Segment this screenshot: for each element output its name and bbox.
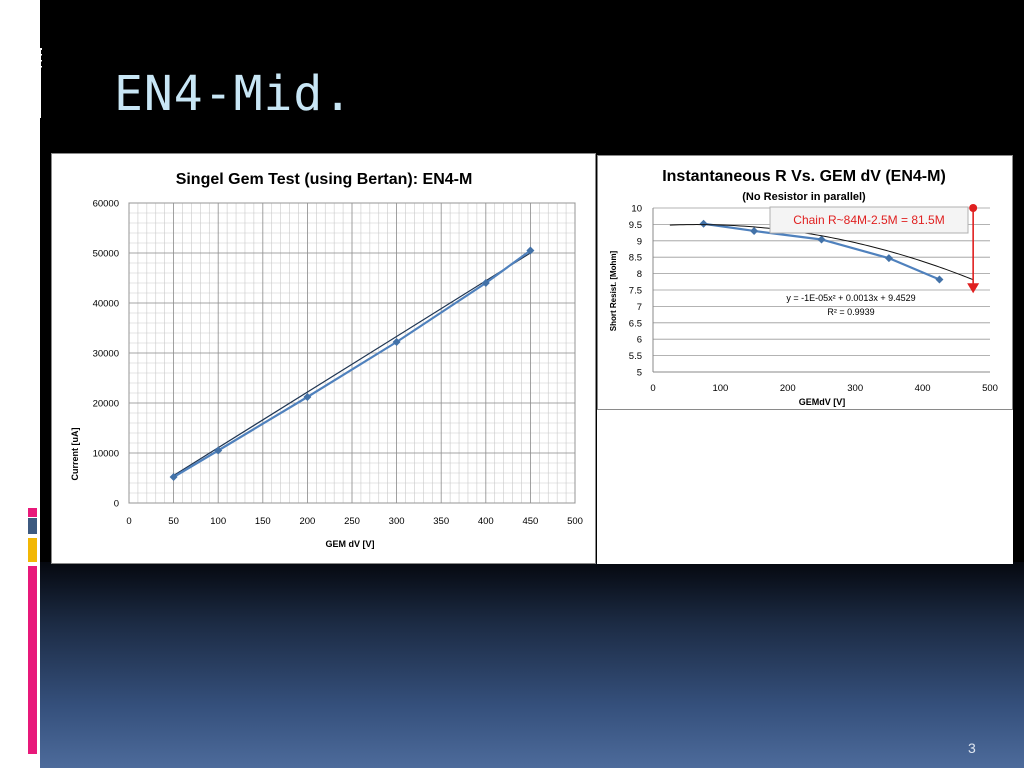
chart2-y-tick-label: 8 bbox=[637, 269, 642, 280]
chart1-svg: Singel Gem Test (using Bertan): EN4-M 0 5… bbox=[70, 171, 583, 549]
chart-current-vs-gem-dv: Singel Gem Test (using Bertan): EN4-M 0 5… bbox=[51, 153, 596, 564]
chart2-svg: Instantaneous R Vs. GEM dV (EN4-M) (No R… bbox=[609, 168, 998, 407]
chart1-data-point bbox=[169, 473, 178, 481]
chart2-y-ticks: 5 5.5 6 6.5 7 7.5 8 8.5 9 9.5 10 bbox=[629, 204, 642, 379]
chart1-x-tick-label: 150 bbox=[255, 516, 271, 527]
chart1-series bbox=[169, 246, 535, 481]
chart2-data-point bbox=[699, 219, 708, 228]
chart2-y-tick-label: 5.5 bbox=[629, 351, 642, 362]
chart2-x-tick-label: 200 bbox=[780, 383, 796, 394]
chart2-y-tick-label: 7 bbox=[637, 302, 642, 313]
chart1-x-tick-label: 0 bbox=[126, 516, 131, 527]
chart2-annotation-text: Chain R~84M-2.5M = 81.5M bbox=[793, 213, 944, 227]
chart1-data-point bbox=[392, 338, 401, 346]
chart1-grid bbox=[128, 202, 576, 504]
chart2-annotation-arrowhead bbox=[967, 283, 980, 294]
chart2-r-squared: R² = 0.9939 bbox=[827, 307, 874, 317]
chart1-data-point bbox=[526, 246, 535, 255]
chart2-x-tick-label: 400 bbox=[915, 383, 931, 394]
chart2-x-axis-label: GEMdV [V] bbox=[799, 397, 846, 407]
chart1-x-tick-label: 250 bbox=[344, 516, 360, 527]
chart2-x-ticks: 0 100 200 300 400 500 bbox=[650, 383, 998, 394]
chart2-data-point bbox=[750, 226, 759, 235]
chart1-data-point bbox=[481, 279, 490, 287]
chart1-y-tick-label: 40000 bbox=[93, 299, 119, 310]
chart1-linear-trendline bbox=[173, 252, 531, 477]
chart1-y-tick-label: 30000 bbox=[93, 349, 119, 360]
chart2-title: Instantaneous R Vs. GEM dV (EN4-M) bbox=[662, 168, 946, 185]
chart2-subtitle: (No Resistor in parallel) bbox=[742, 191, 866, 203]
chart1-x-tick-label: 50 bbox=[168, 516, 179, 527]
chart1-x-tick-label: 400 bbox=[478, 516, 494, 527]
chart2-grid bbox=[652, 207, 990, 373]
chart2-data-point bbox=[884, 254, 893, 263]
chart2-trendline bbox=[669, 224, 974, 281]
chart2-y-tick-label: 9 bbox=[637, 236, 642, 247]
chart2-lower-whitespace bbox=[597, 410, 1013, 564]
deco-bar-yellow bbox=[28, 538, 37, 562]
deco-bar-pink-small bbox=[28, 508, 37, 517]
chart1-data-point bbox=[214, 446, 223, 455]
chart2-data-point bbox=[817, 235, 826, 244]
chart1-x-tick-label: 450 bbox=[522, 516, 538, 527]
chart2-x-tick-label: 0 bbox=[650, 383, 655, 394]
chart1-data-point bbox=[303, 393, 312, 401]
chart1-x-ticks: 0 50 100 150 200 250 300 350 400 450 500 bbox=[126, 516, 583, 527]
slide-logo-icon bbox=[20, 48, 42, 118]
chart1-x-axis-label: GEM dV [V] bbox=[326, 539, 375, 549]
slide-title: EN4-Mid. bbox=[114, 66, 354, 122]
chart2-y-tick-label: 6.5 bbox=[629, 318, 642, 329]
chart2-annotation-box bbox=[769, 206, 969, 234]
chart2-y-tick-label: 9.5 bbox=[629, 220, 642, 231]
chart1-y-ticks: 0 10000 20000 30000 40000 50000 60000 bbox=[93, 199, 119, 510]
chart1-x-tick-label: 350 bbox=[433, 516, 449, 527]
chart2-y-tick-label: 5 bbox=[637, 368, 642, 379]
chart1-x-tick-label: 200 bbox=[299, 516, 315, 527]
chart1-y-tick-label: 60000 bbox=[93, 199, 119, 210]
chart1-x-tick-label: 300 bbox=[389, 516, 405, 527]
chart1-x-tick-label: 500 bbox=[567, 516, 583, 527]
chart-instantaneous-r: Instantaneous R Vs. GEM dV (EN4-M) (No R… bbox=[597, 155, 1013, 410]
chart2-poly-trendline bbox=[669, 224, 974, 281]
background-gradient bbox=[40, 562, 1024, 768]
chart1-title: Singel Gem Test (using Bertan): EN4-M bbox=[176, 171, 473, 188]
chart2-equation: y = -1E-05x² + 0.0013x + 9.4529 bbox=[786, 293, 915, 303]
chart2-x-tick-label: 300 bbox=[847, 383, 863, 394]
chart2-y-tick-label: 10 bbox=[631, 204, 642, 215]
chart1-y-tick-label: 0 bbox=[114, 499, 119, 510]
chart2-x-tick-label: 500 bbox=[982, 383, 998, 394]
chart1-y-tick-label: 10000 bbox=[93, 449, 119, 460]
chart1-x-tick-label: 100 bbox=[210, 516, 226, 527]
chart2-y-tick-label: 8.5 bbox=[629, 253, 642, 264]
chart2-y-tick-label: 6 bbox=[637, 335, 642, 346]
deco-bar-pink-long bbox=[28, 566, 37, 754]
chart2-x-tick-label: 100 bbox=[712, 383, 728, 394]
chart2-y-axis-label: Short Resist. [Mohm] bbox=[609, 250, 618, 331]
chart1-trendline bbox=[173, 252, 531, 477]
chart2-data-point bbox=[935, 275, 944, 284]
deco-bar-gray bbox=[28, 518, 37, 534]
chart2-series bbox=[699, 219, 944, 284]
page-number: 3 bbox=[968, 740, 976, 756]
chart1-y-tick-label: 20000 bbox=[93, 399, 119, 410]
chart1-y-tick-label: 50000 bbox=[93, 249, 119, 260]
chart1-y-axis-label: Current [uA] bbox=[70, 428, 80, 481]
chart1-series-line bbox=[173, 249, 532, 478]
chart2-annotation: Chain R~84M-2.5M = 81.5M bbox=[769, 204, 980, 294]
chart2-y-tick-label: 7.5 bbox=[629, 286, 642, 297]
